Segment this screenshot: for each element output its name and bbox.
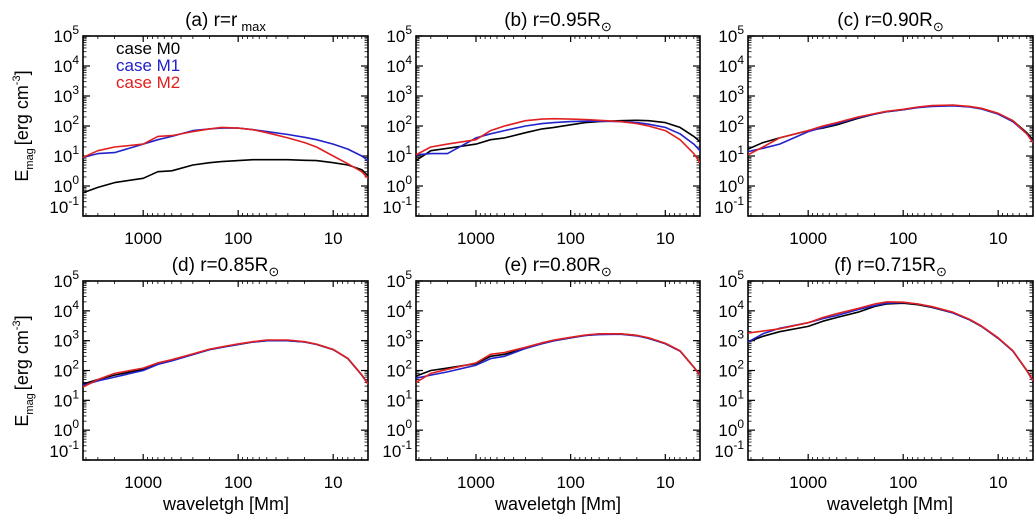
y-tick-label: 10-1 [382, 438, 412, 461]
x-tick-label: 1000 [789, 473, 827, 492]
y-tick-label: 103 [718, 328, 744, 351]
y-tick-label: 104 [718, 298, 744, 321]
y-tick-label: 100 [386, 417, 412, 440]
x-tick-label: 100 [224, 229, 252, 248]
y-tick-label: 103 [53, 328, 79, 351]
series-line-case-m1 [748, 105, 1033, 153]
x-tick-label: 1000 [124, 229, 162, 248]
y-tick-label: 101 [53, 143, 79, 166]
x-tick-label: 10 [656, 229, 675, 248]
panel-title-e: (e) r=0.80R⊙ [504, 255, 612, 279]
y-axis-label-bottom: Emag[erg cm-3] [11, 315, 36, 426]
y-tick-label: 10-1 [49, 438, 79, 461]
series-line-case-m2 [416, 117, 700, 164]
x-tick-label: 1000 [457, 229, 495, 248]
y-tick-label: 104 [718, 53, 744, 76]
x-tick-label: 100 [556, 229, 584, 248]
legend-entry-case-m2: case M2 [116, 73, 180, 92]
y-tick-label: 100 [718, 173, 744, 196]
x-tick-label: 1000 [124, 473, 162, 492]
y-tick-label: 100 [386, 173, 412, 196]
x-axis-label-e: waveletgh [Mm] [494, 494, 621, 514]
y-tick-label: 102 [53, 358, 79, 381]
panel-title-d: (d) r=0.85R⊙ [172, 255, 280, 279]
y-tick-label: 101 [718, 387, 744, 410]
y-tick-label: 100 [718, 417, 744, 440]
series-line-case-m1 [416, 120, 700, 156]
series-line-case-m2 [83, 339, 368, 388]
x-tick-label: 100 [224, 473, 252, 492]
y-tick-label: 101 [386, 387, 412, 410]
series-line-case-m1 [83, 127, 368, 162]
y-tick-label: 105 [53, 23, 79, 46]
y-tick-label: 103 [718, 83, 744, 106]
y-tick-label: 102 [386, 113, 412, 136]
y-tick-label: 104 [53, 53, 79, 76]
y-tick-label: 102 [718, 358, 744, 381]
x-tick-label: 10 [989, 473, 1008, 492]
x-tick-label: 10 [324, 473, 343, 492]
y-tick-label: 104 [386, 298, 412, 321]
x-tick-label: 1000 [789, 229, 827, 248]
y-tick-label: 10-1 [714, 438, 744, 461]
x-tick-label: 10 [989, 229, 1008, 248]
y-tick-label: 105 [718, 23, 744, 46]
legend-entry-case-m1: case M1 [116, 56, 180, 75]
x-tick-label: 1000 [457, 473, 495, 492]
series-line-case-m2 [416, 332, 700, 384]
y-tick-label: 10-1 [382, 194, 412, 217]
y-tick-label: 103 [386, 83, 412, 106]
y-axis-label-top: Emag[erg cm-3] [11, 70, 36, 181]
y-tick-label: 105 [53, 268, 79, 291]
panel-title-b: (b) r=0.95R⊙ [504, 10, 612, 34]
x-tick-label: 100 [889, 229, 917, 248]
series-line-case-m0 [83, 158, 368, 194]
plot-frame-c [747, 35, 1034, 217]
plot-frame-e [415, 280, 701, 461]
y-tick-label: 105 [386, 268, 412, 291]
plot-frame-f [747, 280, 1034, 461]
y-tick-label: 102 [386, 358, 412, 381]
y-tick-label: 103 [386, 328, 412, 351]
y-tick-label: 101 [386, 143, 412, 166]
y-tick-label: 103 [53, 83, 79, 106]
x-tick-label: 100 [556, 473, 584, 492]
series-line-case-m2 [83, 126, 368, 179]
series-line-case-m2 [748, 104, 1033, 156]
x-tick-label: 10 [656, 473, 675, 492]
y-tick-label: 10-1 [49, 194, 79, 217]
plot-frame-d [82, 280, 369, 461]
series-line-case-m2 [748, 301, 1033, 382]
series-line-case-m1 [748, 301, 1033, 382]
y-tick-label: 101 [53, 387, 79, 410]
panel-title-c: (c) r=0.90R⊙ [837, 10, 943, 34]
y-tick-label: 104 [386, 53, 412, 76]
series-line-case-m0 [748, 302, 1033, 382]
legend-entry-case-m0: case M0 [116, 39, 180, 58]
y-tick-label: 102 [718, 113, 744, 136]
x-tick-label: 100 [889, 473, 917, 492]
x-axis-label-d: waveletgh [Mm] [162, 494, 289, 514]
y-tick-label: 101 [718, 143, 744, 166]
panel-title-a: (a) r=r max [185, 10, 266, 34]
y-tick-label: 102 [53, 113, 79, 136]
y-tick-label: 100 [53, 417, 79, 440]
y-tick-label: 104 [53, 298, 79, 321]
x-tick-label: 10 [324, 229, 343, 248]
x-axis-label-f: waveletgh [Mm] [826, 494, 953, 514]
panel-title-f: (f) r=0.715R⊙ [834, 255, 947, 279]
y-tick-label: 105 [386, 23, 412, 46]
y-tick-label: 10-1 [714, 194, 744, 217]
series-line-case-m0 [416, 119, 700, 162]
y-tick-label: 100 [53, 173, 79, 196]
y-tick-label: 105 [718, 268, 744, 291]
